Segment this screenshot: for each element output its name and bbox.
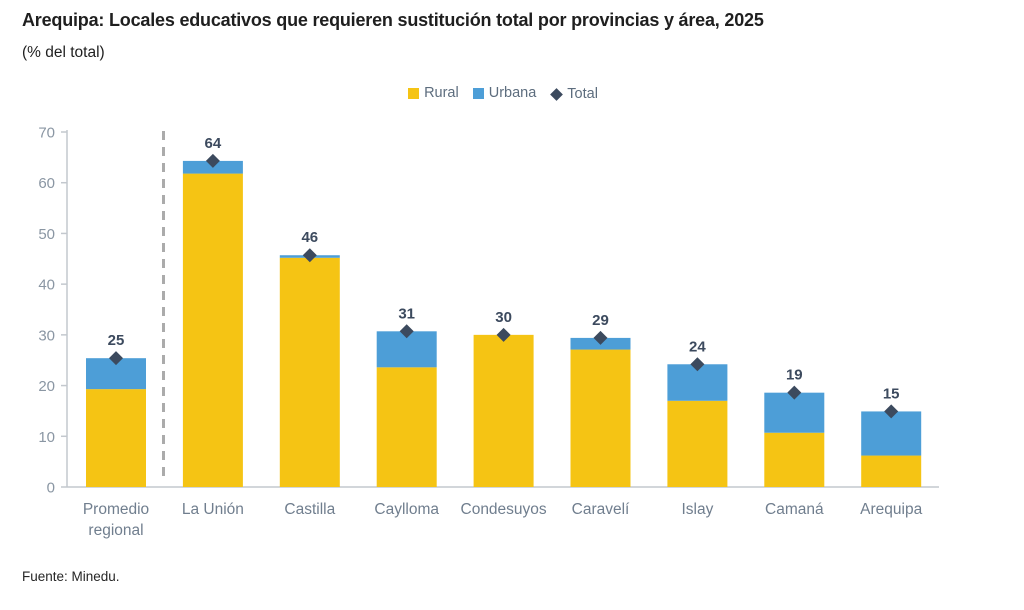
x-axis-category-label: Promedio regional: [83, 501, 149, 539]
legend-item-urbana: Urbana: [472, 85, 537, 101]
x-axis-category-label: La Unión: [182, 501, 244, 518]
x-axis-category-label: Caravelí: [572, 501, 630, 518]
x-axis-category-label: Condesuyos: [461, 501, 547, 518]
bar-segment-rural: [764, 432, 825, 487]
chart-title: Arequipa: Locales educativos que requier…: [22, 10, 764, 30]
total-marker-diamond: [787, 385, 802, 400]
total-value-label: 24: [689, 338, 706, 355]
bar-segment-urbana: [861, 411, 922, 456]
total-marker-diamond: [302, 248, 317, 263]
total-marker-diamond: [496, 327, 511, 342]
total-value-label: 29: [592, 312, 609, 329]
total-value-label: 30: [495, 309, 512, 326]
x-axis-category-label: Islay: [681, 501, 713, 518]
bar-segment-rural: [473, 334, 534, 487]
bar-segment-rural: [861, 455, 922, 487]
y-axis-tick-label: 70: [38, 125, 55, 142]
y-axis-tick-label: 0: [47, 480, 55, 497]
bar-segment-rural: [570, 349, 631, 487]
y-axis-tick-label: 20: [38, 378, 55, 395]
total-value-label: 64: [205, 135, 222, 152]
total-marker-diamond: [690, 357, 705, 372]
x-axis-category-label: Camaná: [765, 501, 824, 518]
total-value-label: 19: [786, 367, 803, 384]
bar-segment-rural: [182, 173, 243, 488]
bar-segment-rural: [86, 389, 146, 487]
legend-item-total: Total: [550, 86, 598, 102]
legend-label: Urbana: [488, 85, 537, 101]
y-axis-tick-label: 40: [38, 277, 55, 294]
source-note: Fuente: Minedu.: [22, 569, 120, 584]
y-axis-tick-label: 50: [38, 226, 55, 243]
bar-segment-rural: [376, 367, 437, 487]
total-marker-diamond: [205, 153, 220, 168]
total-marker-diamond: [399, 324, 414, 339]
legend-square-icon: [472, 87, 484, 99]
total-value-label: 25: [108, 332, 125, 349]
y-axis-tick-label: 30: [38, 327, 55, 344]
total-value-label: 15: [883, 385, 900, 402]
chart-legend: Rural Urbana Total: [0, 85, 1006, 103]
y-axis-tick-label: 10: [38, 429, 55, 446]
total-marker-diamond: [593, 330, 608, 345]
legend-label: Total: [567, 86, 598, 102]
x-axis-category-label: Caylloma: [374, 501, 439, 518]
legend-item-rural: Rural: [408, 85, 459, 101]
total-marker-diamond: [109, 351, 123, 366]
x-axis-category-label: Castilla: [284, 501, 335, 518]
y-axis-tick-label: 60: [38, 175, 55, 192]
bar-segment-rural: [279, 257, 340, 487]
legend-square-icon: [408, 87, 420, 99]
legend-label: Rural: [424, 85, 459, 101]
total-value-label: 46: [301, 229, 318, 246]
x-axis-category-label: Arequipa: [860, 501, 922, 518]
total-value-label: 31: [398, 305, 415, 322]
bar-segment-rural: [667, 400, 728, 487]
total-marker-diamond: [884, 404, 899, 419]
chart-subtitle: (% del total): [22, 44, 105, 61]
